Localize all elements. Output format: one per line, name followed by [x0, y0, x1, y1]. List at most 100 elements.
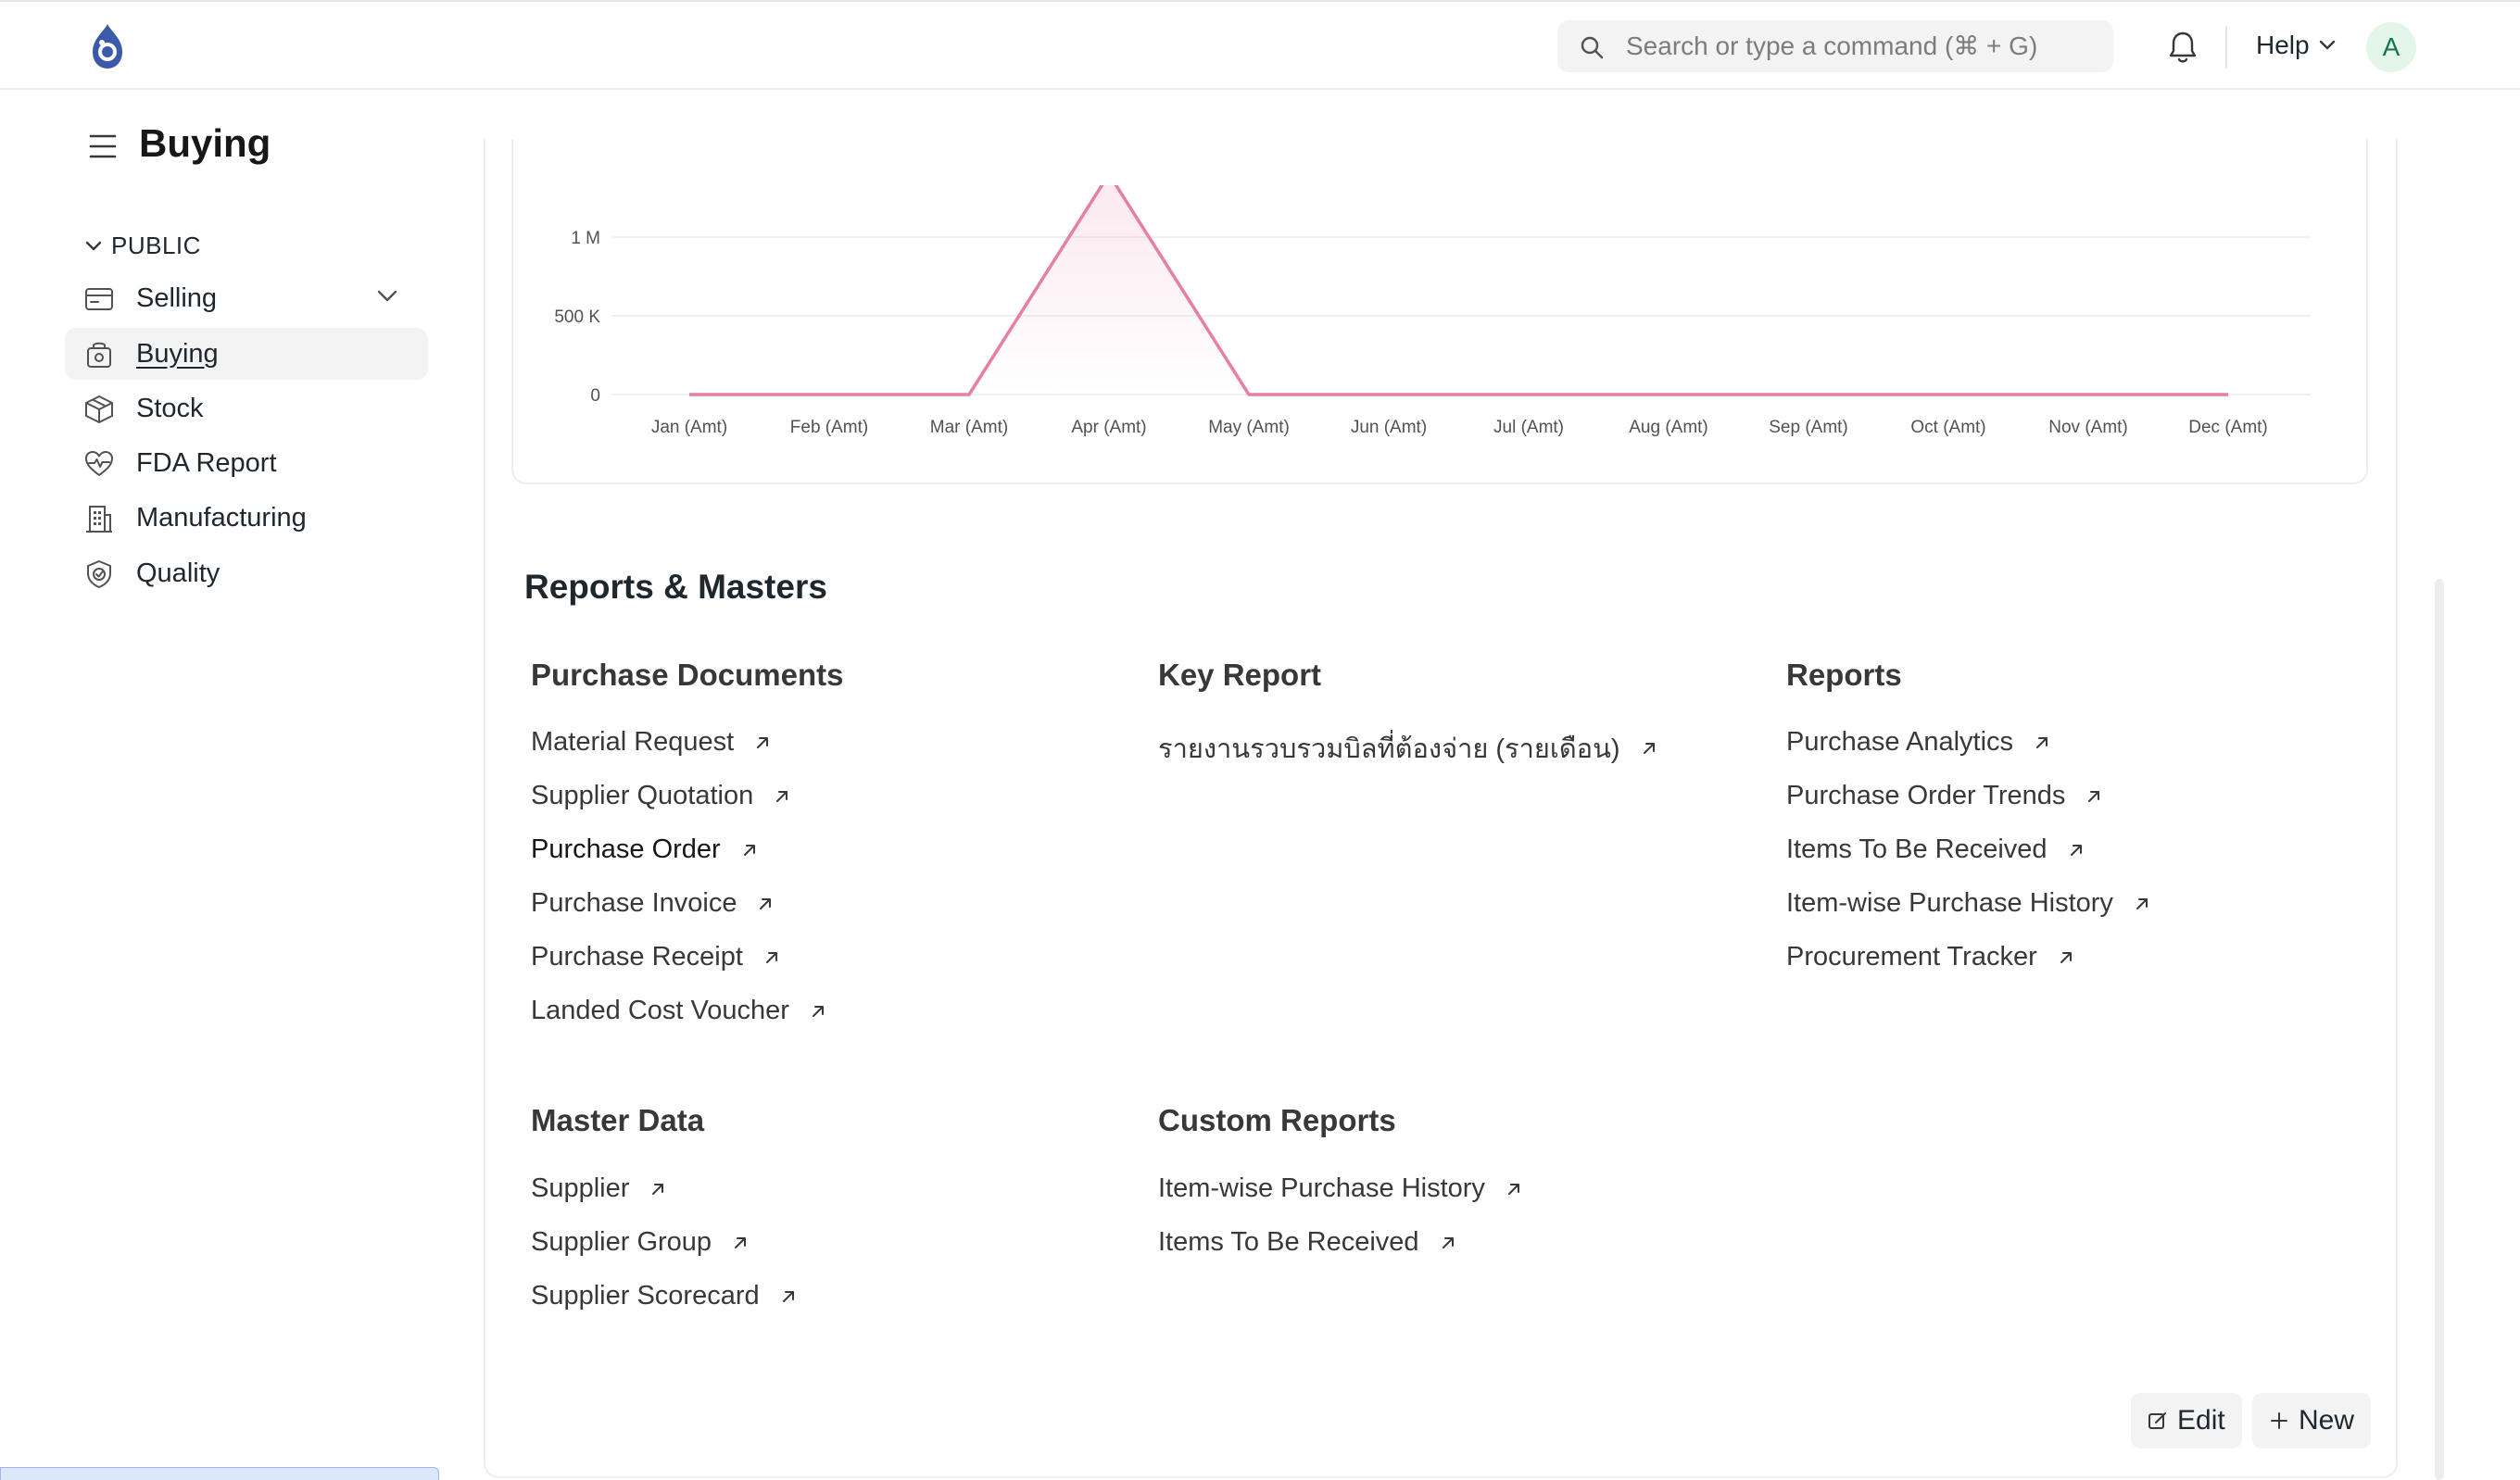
edit-button[interactable]: Edit: [2131, 1393, 2242, 1449]
link-procurement-tracker[interactable]: Procurement Tracker: [1786, 942, 2074, 972]
basket-icon: [87, 342, 111, 368]
link-label: Supplier Quotation: [531, 781, 754, 810]
chart-x-tick-label: May (Amt): [1208, 418, 1290, 437]
sidebar-item-quality[interactable]: Quality: [65, 547, 428, 599]
link-label: Purchase Order Trends: [1786, 781, 2066, 810]
chart-y-tick-label: 1 M: [571, 229, 600, 248]
app-logo-icon[interactable]: [82, 20, 133, 72]
link-supplier-quotation[interactable]: Supplier Quotation: [531, 781, 790, 811]
link-label: Item-wise Purchase History: [1158, 1173, 1485, 1203]
sidebar-item-manufacturing[interactable]: Manufacturing: [65, 492, 428, 544]
link-purchase-receipt[interactable]: Purchase Receipt: [531, 942, 780, 972]
card-title-reports: Reports: [1786, 658, 1902, 692]
chart-x-tick-label: Feb (Amt): [790, 418, 868, 437]
chart-x-tick-label: Mar (Amt): [930, 418, 1008, 437]
chart-card: [511, 139, 2368, 484]
sidebar-item-label: FDA Report: [136, 447, 277, 478]
arrow-up-right-icon: [760, 897, 772, 909]
link-purchase-analytics[interactable]: Purchase Analytics: [1786, 727, 2050, 758]
sidebar-item-stock[interactable]: Stock: [65, 383, 428, 434]
sidebar-item-label: Buying: [136, 338, 219, 369]
link-label: Item-wise Purchase History: [1786, 888, 2113, 918]
card-title-custom-reports: Custom Reports: [1158, 1103, 1396, 1137]
link-thai-payable-report[interactable]: รายงานรวบรวมบิลที่ต้องจ่าย (รายเดือน): [1158, 727, 1657, 770]
box-icon: [85, 395, 113, 423]
arrow-up-right-icon: [812, 1005, 824, 1017]
reports-masters-title: Reports & Masters: [524, 568, 827, 606]
link-item-wise-purchase-history[interactable]: Item-wise Purchase History: [1786, 888, 2150, 919]
chart-x-tick-label: Jul (Amt): [1493, 418, 1564, 437]
chevron-down-icon: [2319, 40, 2335, 50]
arrow-up-right-icon: [765, 951, 777, 963]
link-label: Supplier Group: [531, 1227, 712, 1257]
sidebar-item-label: Manufacturing: [136, 502, 307, 533]
arrow-up-right-icon: [2070, 844, 2082, 856]
sidebar-item-selling[interactable]: Selling: [65, 272, 428, 324]
link-purchase-order-trends[interactable]: Purchase Order Trends: [1786, 781, 2102, 811]
search-icon: [1581, 36, 1604, 59]
arrow-up-right-icon: [2060, 951, 2072, 963]
chart-x-tick-label: Sep (Amt): [1769, 418, 1848, 437]
chart-y-tick-label: 500 K: [554, 307, 600, 327]
link-items-to-be-received[interactable]: Items To Be Received: [1786, 834, 2085, 865]
arrow-up-right-icon: [757, 736, 769, 748]
bell-icon[interactable]: [2167, 30, 2199, 65]
chart-x-tick-label: Apr (Amt): [1071, 418, 1146, 437]
page-title: Buying: [139, 121, 271, 165]
link-supplier-scorecard[interactable]: Supplier Scorecard: [531, 1281, 797, 1311]
link-purchase-order[interactable]: Purchase Order: [531, 834, 758, 865]
link-supplier-group[interactable]: Supplier Group: [531, 1227, 749, 1258]
link-landed-cost-voucher[interactable]: Landed Cost Voucher: [531, 996, 826, 1026]
scrollbar[interactable]: [2435, 579, 2444, 1480]
edit-icon: [2148, 1412, 2166, 1429]
chart-series-area: [689, 185, 2228, 395]
help-label: Help: [2256, 31, 2310, 59]
navbar: Help A: [0, 0, 2520, 90]
help-dropdown[interactable]: Help: [2256, 31, 2336, 60]
sidebar-item-label: Selling: [136, 282, 218, 313]
navbar-divider: [2225, 26, 2227, 69]
link-label: Purchase Receipt: [531, 942, 743, 972]
sidebar-item-fda-report[interactable]: FDA Report: [65, 437, 428, 489]
link-custom-item-wise-purchase-history[interactable]: Item-wise Purchase History: [1158, 1173, 1522, 1204]
arrow-up-right-icon: [1507, 1183, 1519, 1195]
plus-icon: [2271, 1412, 2287, 1429]
sidebar-item-buying[interactable]: Buying: [65, 328, 428, 380]
search-input[interactable]: [1624, 20, 2097, 72]
arrow-up-right-icon: [2036, 736, 2048, 748]
chevron-down-icon: [85, 241, 102, 250]
link-label: Items To Be Received: [1786, 834, 2048, 864]
shield-check-icon: [87, 560, 111, 588]
avatar[interactable]: A: [2366, 22, 2416, 72]
chart-x-tick-label: Aug (Amt): [1629, 418, 1708, 437]
link-label: Supplier: [531, 1173, 630, 1203]
chart-y-tick-label: 0: [590, 386, 600, 406]
search-bar[interactable]: [1557, 20, 2113, 72]
sidebar-toggle-icon[interactable]: [89, 133, 117, 159]
arrow-up-right-icon: [743, 844, 755, 856]
chart-series-line[interactable]: [689, 185, 2228, 396]
link-material-request[interactable]: Material Request: [531, 727, 771, 758]
card-title-master-data: Master Data: [531, 1103, 705, 1137]
new-button[interactable]: New: [2252, 1393, 2372, 1449]
edit-button-label: Edit: [2177, 1405, 2225, 1436]
new-button-label: New: [2299, 1405, 2355, 1436]
link-custom-items-to-be-received[interactable]: Items To Be Received: [1158, 1227, 1456, 1258]
link-supplier[interactable]: Supplier: [531, 1173, 666, 1204]
notification-toast[interactable]: [0, 1467, 439, 1480]
sidebar-item-label: Quality: [136, 558, 220, 588]
chart-x-tick-label: Oct (Amt): [1910, 418, 1985, 437]
arrow-up-right-icon: [652, 1183, 664, 1195]
link-label: Supplier Scorecard: [531, 1281, 760, 1311]
link-purchase-invoice[interactable]: Purchase Invoice: [531, 888, 774, 919]
arrow-up-right-icon: [2136, 897, 2148, 909]
sidebar-section-label: PUBLIC: [111, 232, 201, 259]
purchase-chart: 0 500 K 1 M Jan (Amt) Feb (Amt) Mar (Amt) Apr …: [554, 185, 2311, 437]
chevron-down-icon[interactable]: [376, 289, 398, 304]
sidebar-section-public[interactable]: PUBLIC: [85, 232, 201, 260]
chart-x-tick-label: Jun (Amt): [1351, 418, 1427, 437]
arrow-up-right-icon: [735, 1236, 747, 1248]
chart-x-tick-label: Dec (Amt): [2188, 418, 2268, 437]
link-label: Material Request: [531, 727, 735, 757]
card-icon: [85, 288, 113, 310]
